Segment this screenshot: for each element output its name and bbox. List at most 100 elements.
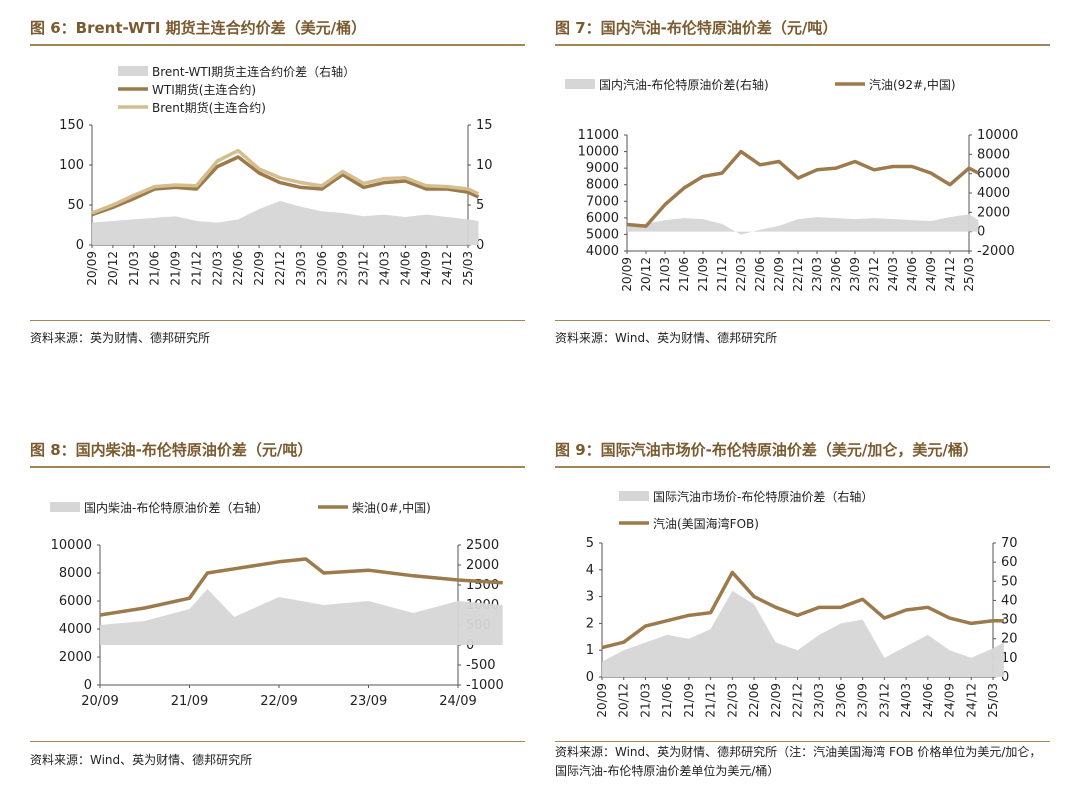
left-tick-label: 5000 [586,227,619,242]
x-tick-label: 24/03 [886,257,900,292]
panel-3-top-rule [30,466,525,468]
left-tick-label: 8000 [586,178,619,193]
x-tick-label: 24/12 [943,257,957,292]
right-tick-label: -1000 [466,678,504,693]
x-tick-label: 23/03 [294,251,308,286]
legend-label: 汽油(92#,中国) [869,77,956,92]
x-tick-label: 24/12 [964,683,978,718]
left-tick-label: 7000 [586,194,619,209]
right-tick-label: 50 [1001,574,1018,589]
x-tick-label: 24/09 [924,257,938,292]
right-tick-label: 2000 [977,205,1010,220]
left-tick-label: 10000 [578,145,619,160]
right-tick-label: 0 [476,238,484,253]
legend-label: 国际汽油市场价-布伦特原油价差（右轴） [653,489,873,504]
x-tick-label: 24/06 [921,683,935,718]
x-tick-label: 25/03 [962,257,976,292]
panel-3-source: 资料来源：Wind、英为财情、德邦研究所 [30,753,253,767]
panel-4-top-rule [555,466,1050,468]
legend-label: 国内柴油-布伦特原油价差（右轴） [84,500,268,515]
x-tick-label: 21/09 [171,694,208,709]
left-tick-label: 3 [586,590,594,605]
x-tick-label: 22/06 [231,251,245,286]
left-tick-label: 150 [59,118,84,133]
x-tick-label: 23/09 [350,694,387,709]
legend-swatch-area [118,66,148,76]
x-tick-label: 24/09 [419,251,433,286]
x-tick-label: 22/12 [791,683,805,718]
x-tick-label: 23/09 [336,251,350,286]
left-tick-label: 4000 [586,244,619,259]
x-tick-label: 21/06 [677,257,691,292]
panel-3-title: 图 8：国内柴油-布伦特原油价差（元/吨） [30,441,313,459]
x-tick-label: 22/12 [273,251,287,286]
right-tick-label: 0 [1001,670,1009,685]
x-tick-label: 20/12 [106,251,120,286]
x-tick-label: 22/09 [772,257,786,292]
x-tick-label: 23/12 [357,251,371,286]
right-tick-label: -2000 [977,244,1015,259]
left-tick-label: 5 [586,536,594,551]
panel-2-bottom-rule [555,320,1050,321]
x-tick-label: 21/06 [660,683,674,718]
series-line-1 [91,155,480,217]
left-tick-label: 100 [59,158,84,173]
right-tick-label: 40 [1001,593,1018,608]
panel-3-bottom-rule [30,741,525,742]
chart-brent-wti-spread: 0 50 100 150 0 5 10 15 20/09 20/12 21/03 21/06 21/09… [59,64,493,286]
x-tick-label: 22/09 [252,251,266,286]
right-tick-label: 20 [1001,632,1018,647]
right-tick-label: 2500 [466,538,499,553]
x-tick-label: 23/09 [856,683,870,718]
panel-4-title: 图 9：国际汽油市场价-布伦特原油价差（美元/加仑，美元/桶） [555,441,978,459]
legend-label: WTI期货(主连合约) [152,82,256,97]
right-tick-label: 6000 [977,167,1010,182]
right-tick-label: 8000 [977,147,1010,162]
x-tick-label: 21/12 [715,257,729,292]
left-tick-label: 2 [586,616,594,631]
series-line-1 [99,557,503,617]
series-area-0 [100,589,503,645]
x-tick-label: 24/03 [899,683,913,718]
legend-swatch-area [565,79,595,89]
right-tick-label: 10 [476,158,493,173]
x-tick-label: 20/12 [617,683,631,718]
panel-1-top-rule [30,44,525,46]
x-tick-label: 23/06 [315,251,329,286]
right-tick-label: 10000 [977,128,1018,143]
left-tick-label: 6000 [59,594,92,609]
x-tick-label: 24/06 [398,251,412,286]
x-tick-label: 22/03 [734,257,748,292]
right-tick-label: 0 [466,638,474,653]
legend-swatch-area [50,502,80,512]
legend-label: Brent-WTI期货主连合约价差（右轴） [152,64,355,79]
legend-swatch-area [619,491,649,501]
x-tick-label: 22/06 [747,683,761,718]
x-tick-label: 21/03 [127,251,141,286]
panel-2-top-rule [555,44,1050,46]
x-tick-label: 20/09 [620,257,634,292]
x-tick-label: 20/09 [81,694,118,709]
right-tick-label: 30 [1001,613,1018,628]
panel-1-source: 资料来源：英为财情、德邦研究所 [30,331,211,345]
x-tick-label: 24/09 [439,694,476,709]
x-tick-label: 22/03 [210,251,224,286]
x-tick-label: 21/12 [704,683,718,718]
chart-domestic-gasoline-spread: 4000500060007000800090001000011000-20000… [565,77,1018,292]
legend-label: Brent期货(主连合约) [152,100,266,115]
x-tick-label: 23/06 [834,683,848,718]
x-tick-label: 20/09 [595,683,609,718]
left-tick-label: 0 [84,678,92,693]
x-tick-label: 22/09 [260,694,297,709]
series-area-0 [92,201,479,245]
panel-4-source: 资料来源：Wind、英为财情、德邦研究所（注：汽油美国海湾 FOB 价格单位为美… [555,745,1042,778]
x-tick-label: 23/12 [867,257,881,292]
left-tick-label: 10000 [51,538,92,553]
series-line-1 [601,570,1004,650]
right-tick-label: 70 [1001,536,1018,551]
left-tick-label: 4000 [59,622,92,637]
x-tick-label: 23/06 [829,257,843,292]
legend-label: 柴油(0#,中国) [352,500,431,515]
left-tick-label: 0 [586,670,594,685]
